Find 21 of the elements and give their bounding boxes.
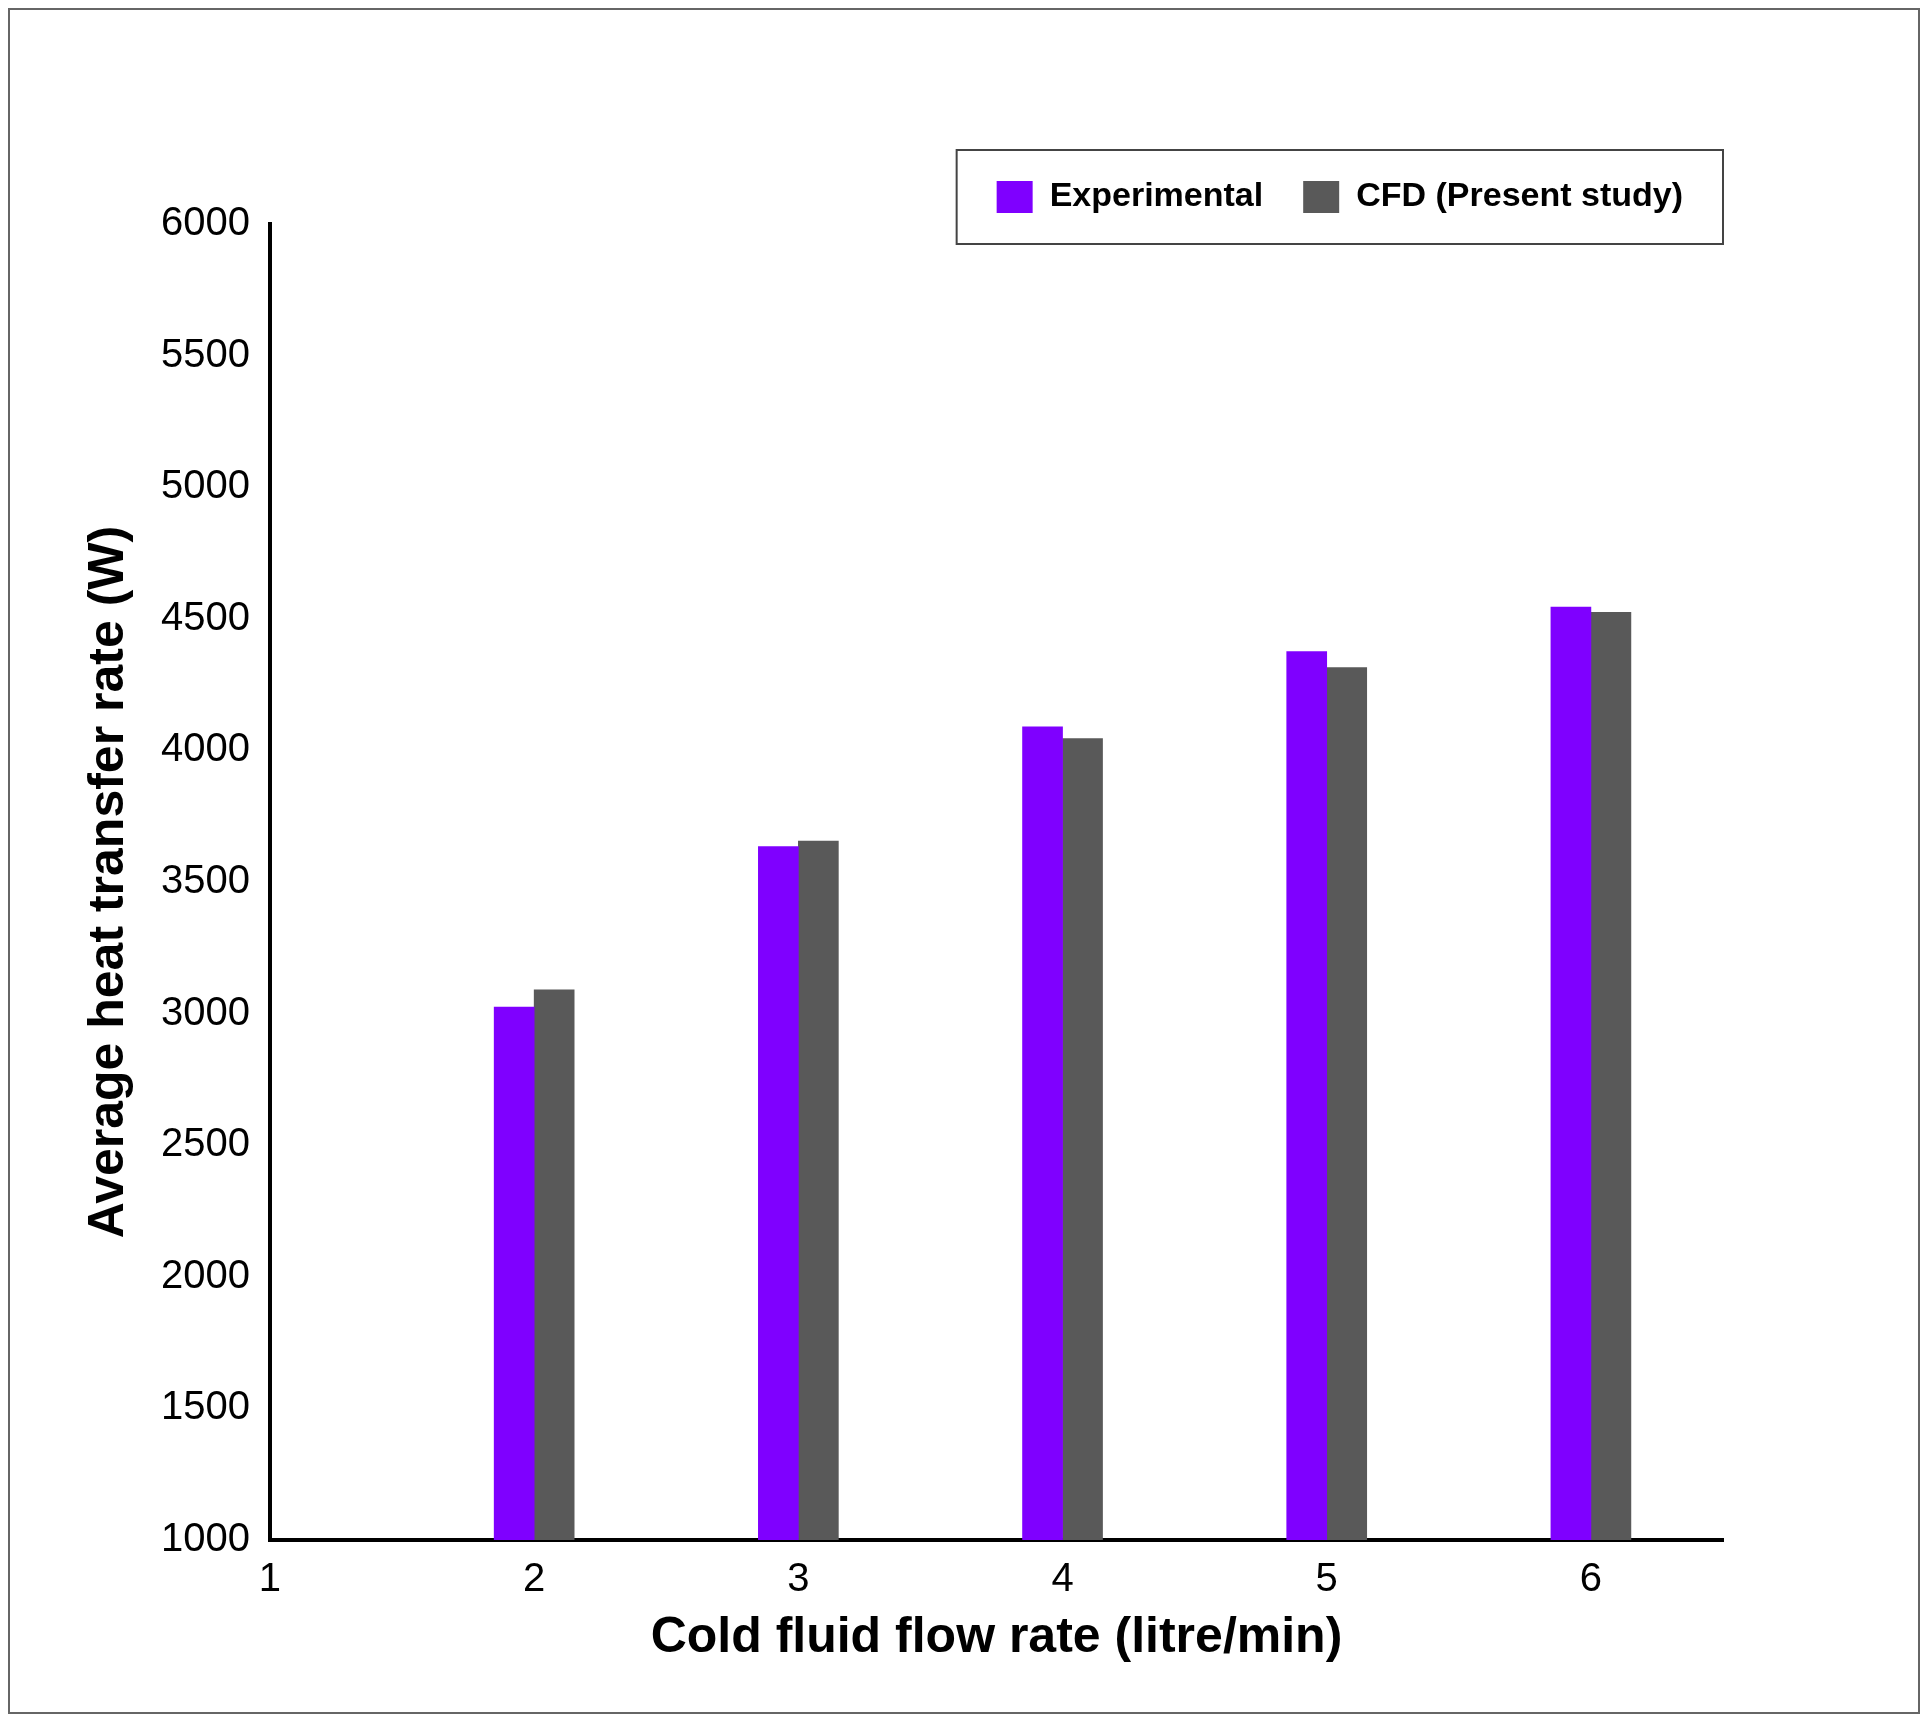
y-tick-label: 3500 <box>161 857 250 902</box>
legend-label: Experimental <box>1049 175 1264 214</box>
x-tick-label: 2 <box>523 1555 546 1600</box>
legend-label: CFD (Present study) <box>1356 175 1684 214</box>
y-tick-label: 3000 <box>161 988 250 1033</box>
y-tick-label: 5000 <box>161 462 250 507</box>
x-axis-title: Cold fluid flow rate (litre/min) <box>650 1606 1343 1663</box>
x-tick-label: 6 <box>1579 1555 1603 1600</box>
y-tick-label: 2500 <box>161 1120 250 1165</box>
y-tick-label: 2000 <box>161 1251 250 1296</box>
x-tick-label: 4 <box>1051 1555 1074 1600</box>
y-tick-label: 4500 <box>161 593 250 638</box>
x-tick-label: 3 <box>787 1555 810 1600</box>
y-tick-label: 1000 <box>161 1515 250 1560</box>
y-tick-label: 1500 <box>161 1383 250 1428</box>
x-tick-label: 1 <box>258 1555 282 1600</box>
y-tick-label: 4000 <box>161 725 250 770</box>
y-tick-label: 6000 <box>161 199 250 244</box>
x-tick-label: 5 <box>1315 1555 1338 1600</box>
y-axis-title: Average heat transfer rate (W) <box>77 525 134 1239</box>
y-tick-label: 5500 <box>161 330 250 375</box>
